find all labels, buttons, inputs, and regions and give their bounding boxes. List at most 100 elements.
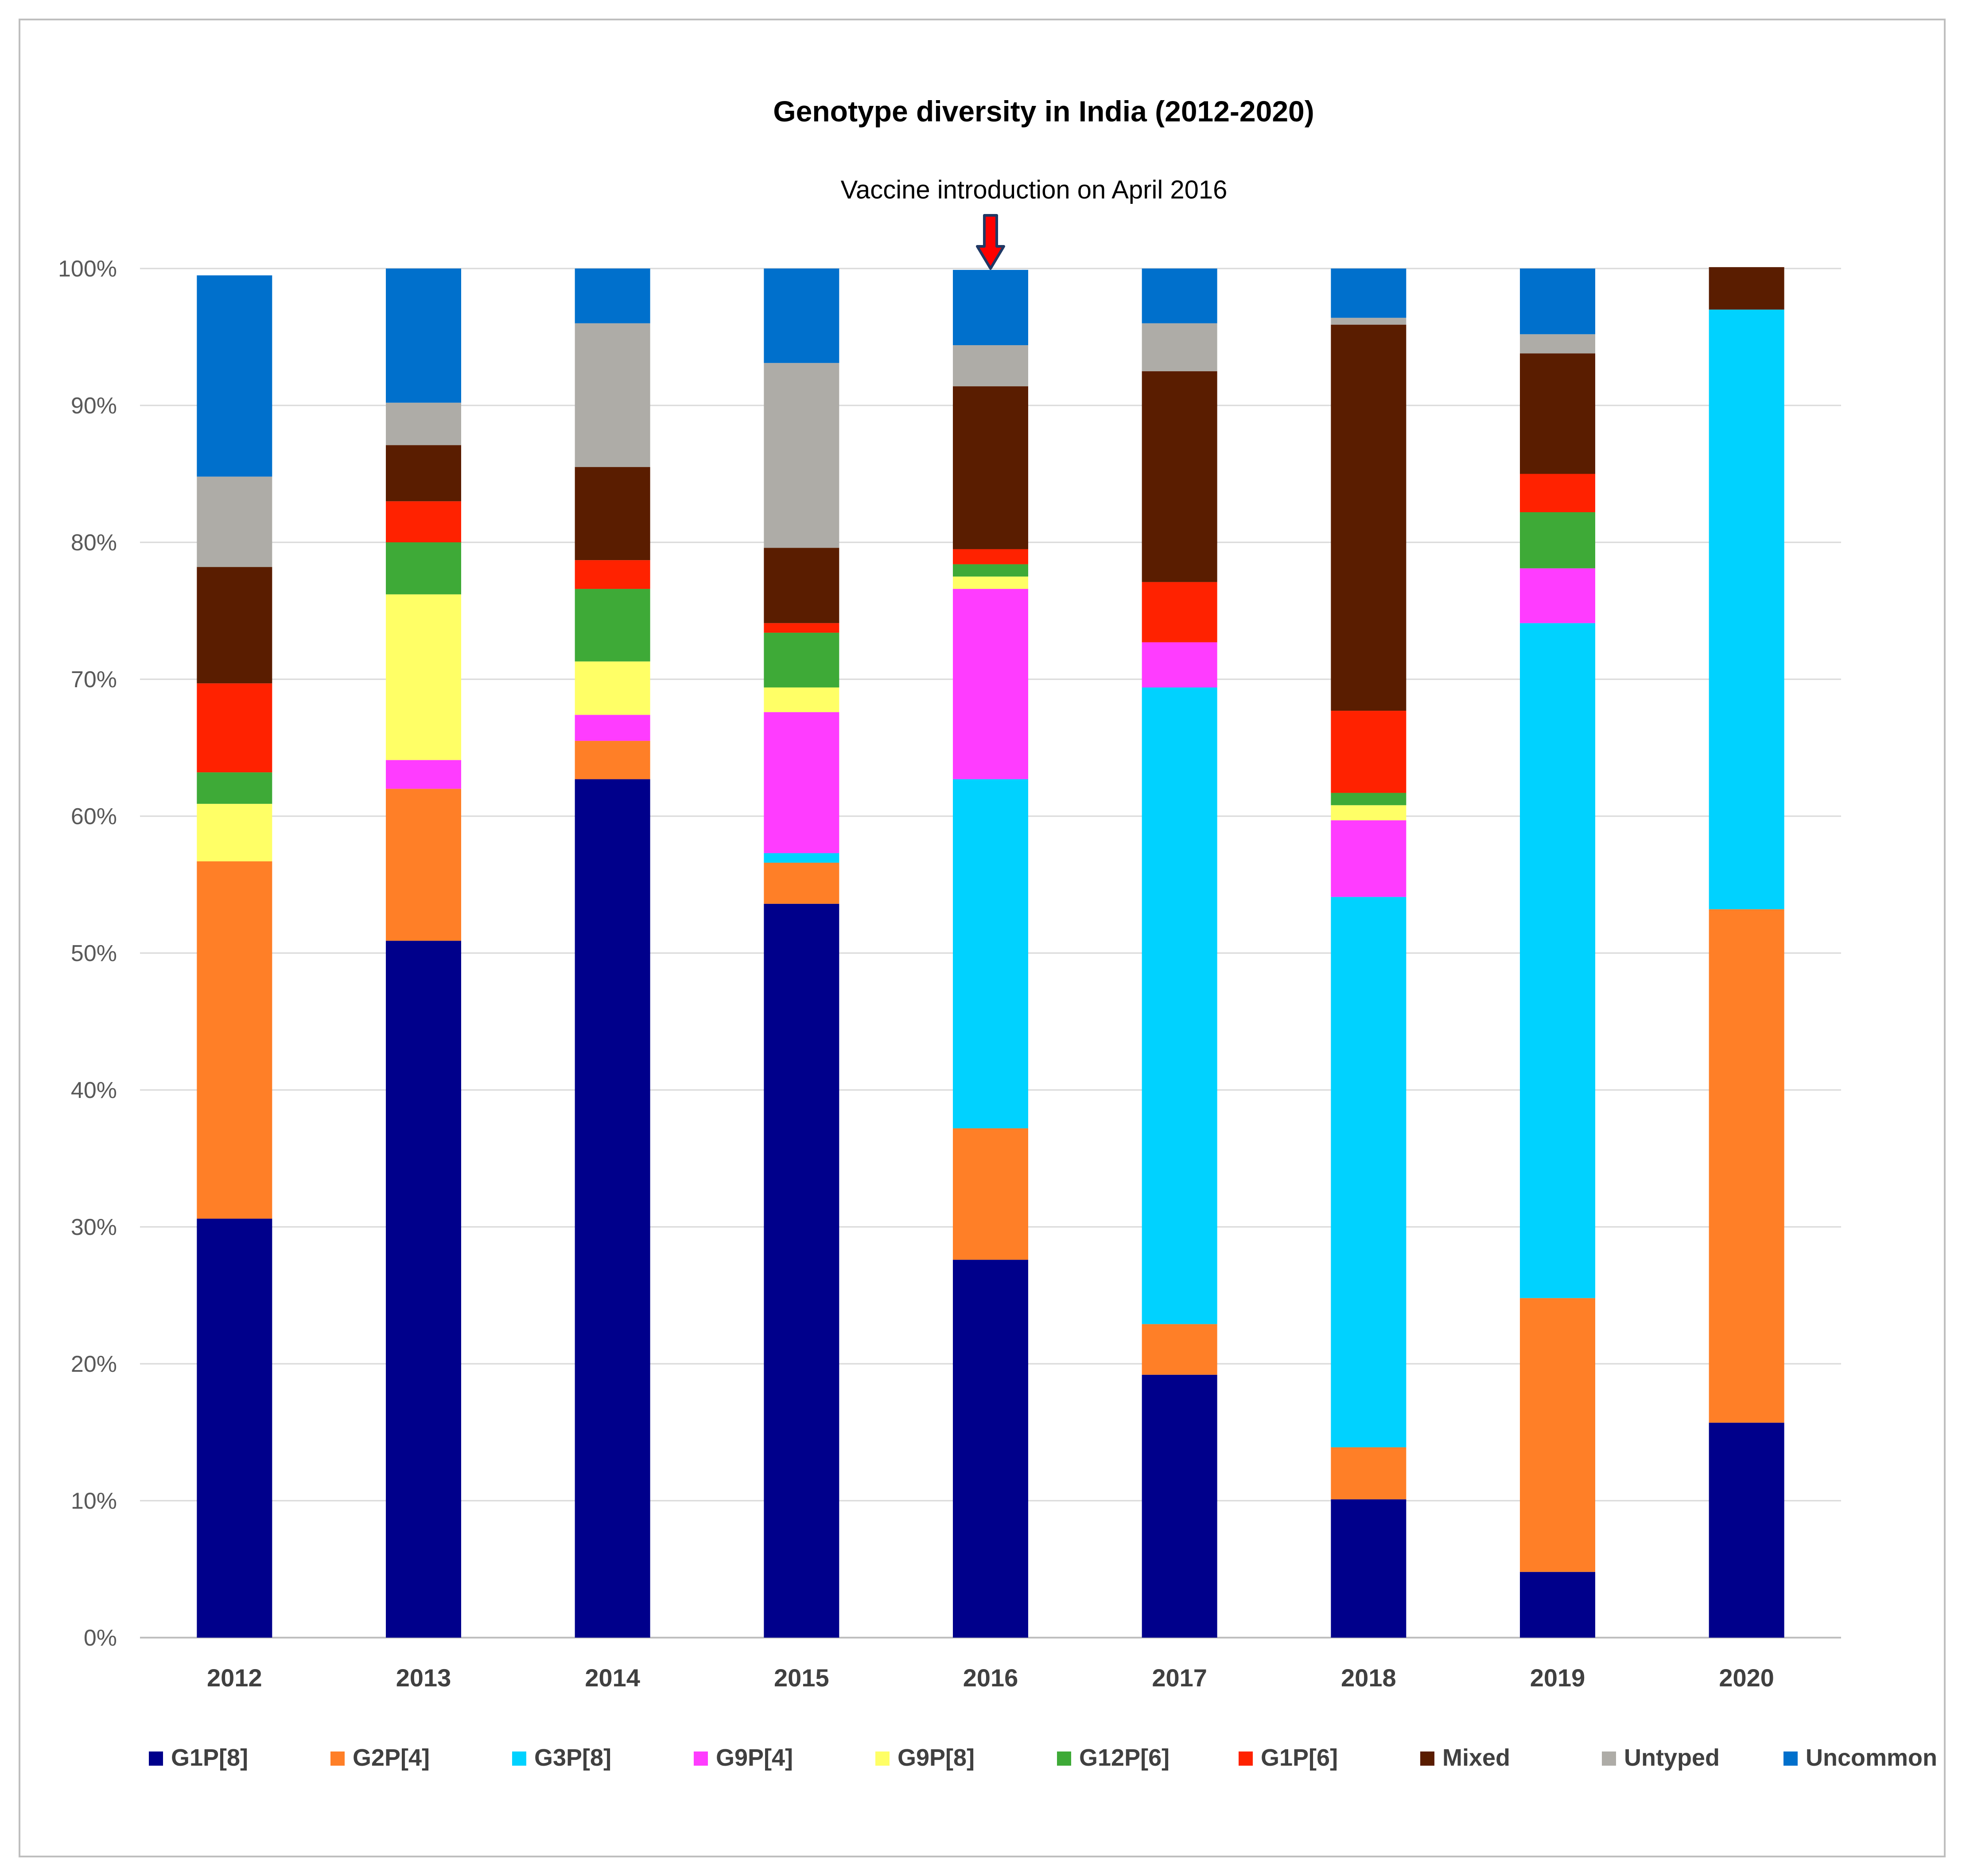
y-tick-label: 60% [71,804,117,829]
bar-segment [953,1128,1028,1260]
bar-segment [386,542,461,595]
bar-segment [575,661,650,715]
bar-segment [764,632,839,688]
bar-segment [953,779,1028,1129]
bar-segment [197,275,272,477]
bar-segment [1331,711,1407,793]
legend-swatch [875,1751,890,1766]
legend-label: G3P[8] [534,1744,611,1771]
x-tick-label: 2015 [774,1664,829,1692]
legend-label: Mixed [1442,1744,1510,1771]
legend-swatch [1783,1751,1798,1766]
bar-segment [386,402,461,445]
bar-segment [1331,324,1407,711]
y-axis: 0% 10% 20% 30% 40% 50% 60% 70% 80% 90% 100% [58,256,117,1651]
bar-segment [1142,687,1217,1324]
bar-segment [764,903,839,1638]
legend-label: G2P[4] [353,1744,430,1771]
bar-segment [1331,793,1407,806]
bar-segment [953,270,1028,346]
bar-segment [1520,1572,1595,1638]
bar-segment [386,594,461,760]
bar-segment [386,445,461,502]
bar-segment [764,548,839,623]
legend-label: G1P[6] [1261,1744,1338,1771]
x-tick-label: 2020 [1719,1664,1774,1692]
bar-segment [1709,267,1784,310]
bar-segment [1331,805,1407,821]
legend-label: Uncommon [1806,1744,1937,1771]
bar-segment [764,712,839,853]
y-tick-label: 50% [71,941,117,966]
bar-segment [764,863,839,904]
chart-frame: Genotype diversity in India (2012-2020) … [19,19,1946,1857]
bar-segment [953,386,1028,549]
x-tick-label: 2013 [396,1664,451,1692]
y-tick-label: 40% [71,1078,117,1103]
bar-segment [1520,568,1595,623]
bar-segment [764,623,839,633]
bar-segment [575,560,650,589]
y-tick-label: 90% [71,393,117,419]
bar-segment [575,715,650,741]
chart-svg: Genotype diversity in India (2012-2020) … [58,95,1937,1771]
bar-segment [953,576,1028,589]
bar-segment [1520,353,1595,474]
bar-segment [1142,1374,1217,1638]
bar-segment [1709,1422,1784,1638]
legend-label: Untyped [1624,1744,1720,1771]
y-tick-label: 20% [71,1351,117,1377]
bar-segment [575,589,650,662]
bar-segment [953,1260,1028,1638]
vaccine-annotation: Vaccine introduction on April 2016 [841,175,1228,270]
bar-segment [386,789,461,941]
legend-swatch [1420,1751,1434,1766]
bar-segment [386,501,461,542]
bar-segment [197,683,272,773]
legend-swatch [694,1751,708,1766]
bar-segment [953,345,1028,386]
bar-segment [197,476,272,567]
chart-title: Genotype diversity in India (2012-2020) [773,95,1314,128]
bar-segment [1142,269,1217,323]
bar-segment [1142,371,1217,582]
bar-segment [953,564,1028,577]
y-tick-label: 80% [71,530,117,556]
legend-swatch [1602,1751,1616,1766]
legend-swatch [330,1751,345,1766]
bar-segment [1142,642,1217,688]
x-tick-label: 2016 [963,1664,1018,1692]
y-tick-label: 30% [71,1214,117,1240]
legend-swatch [1239,1751,1253,1766]
bar-segment [953,549,1028,564]
bar-segment [1331,1447,1407,1499]
bar-segment [1520,269,1595,335]
bar-segment [764,363,839,548]
y-tick-label: 70% [71,667,117,693]
legend-label: G12P[6] [1079,1744,1169,1771]
bars [197,267,1784,1638]
bar-segment [1520,474,1595,513]
bar-segment [1331,1499,1407,1638]
bar-segment [764,269,839,363]
y-tick-label: 100% [58,256,117,282]
bar-segment [953,589,1028,779]
x-tick-label: 2014 [585,1664,640,1692]
legend: G1P[8] G2P[4] G3P[8] G9P[4] G9P[8] G12P[6] G1P… [149,1744,1937,1771]
bar-segment [1142,1324,1217,1375]
bar-segment [197,1218,272,1638]
legend-swatch [149,1751,163,1766]
annotation-text: Vaccine introduction on April 2016 [841,175,1228,204]
bar-segment [197,804,272,861]
legend-label: G9P[4] [716,1744,793,1771]
x-tick-label: 2012 [207,1664,262,1692]
x-tick-label: 2017 [1152,1664,1207,1692]
bar-segment [575,741,650,779]
y-tick-label: 0% [84,1625,117,1651]
bar-segment [197,861,272,1219]
bar-segment [764,853,839,863]
bar-segment [1142,582,1217,642]
y-tick-label: 10% [71,1488,117,1514]
bar-segment [1142,323,1217,371]
bar-segment [1520,1298,1595,1572]
